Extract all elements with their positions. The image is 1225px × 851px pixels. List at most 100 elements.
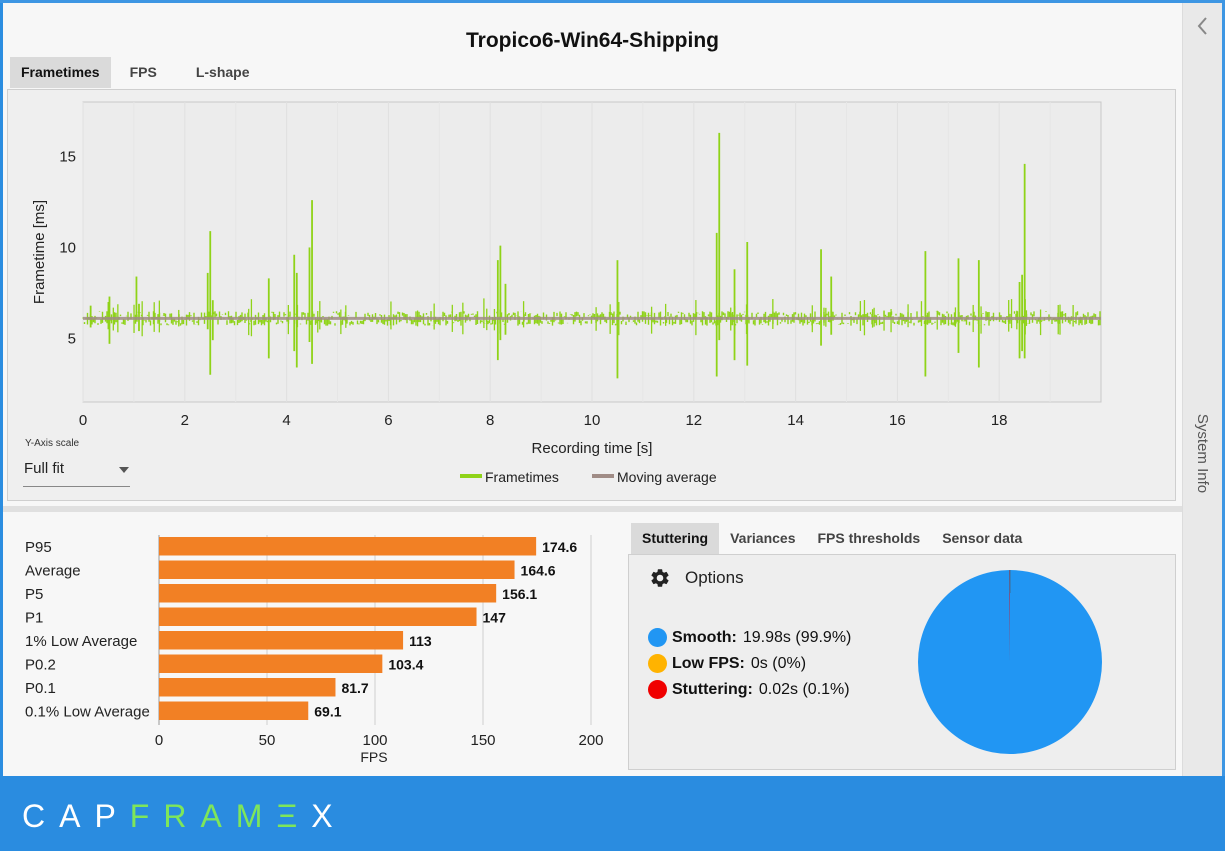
tab-frametimes[interactable]: Frametimes: [10, 57, 111, 88]
bar-category-label: P0.2: [25, 657, 56, 674]
stuttering-value: 0.02s (0.1%): [758, 680, 850, 698]
tab-l-shape[interactable]: L-shape: [195, 64, 250, 80]
frametimes-series: [89, 132, 1026, 379]
bar-category-label: 0.1% Low Average: [25, 704, 150, 721]
bar-x-tick-label: 50: [259, 732, 276, 749]
y-axis-scale-select[interactable]: Full fit: [23, 452, 130, 487]
bar: [159, 654, 383, 673]
system-info-tab[interactable]: System Info: [1183, 403, 1223, 503]
gear-icon: [651, 569, 669, 587]
x-tick-label: 12: [685, 412, 702, 429]
y-axis-scale-label: Y-Axis scale: [25, 438, 80, 449]
bar-x-ticks: 0 50 100 150 200: [155, 732, 604, 749]
section-divider: [3, 506, 1182, 512]
x-tick-label: 16: [889, 412, 906, 429]
y-tick-label: 15: [59, 149, 76, 166]
smooth-dot-icon: [648, 628, 667, 647]
low-fps-dot-icon: [648, 654, 667, 673]
tab-fps-thresholds[interactable]: FPS thresholds: [817, 530, 921, 546]
tab-variances[interactable]: Variances: [730, 530, 796, 546]
fps-bar-chart: P95 Average P5 P1 1% Low Average P0.2 P0.1 0.1%…: [25, 535, 604, 765]
x-tick-label: 8: [486, 412, 494, 429]
options-button[interactable]: Options: [649, 565, 744, 591]
legend-smooth: Smooth: 19.98s (99.9%): [648, 628, 851, 647]
main-content: Tropico6-Win64-Shipping Frametimes FPS L…: [3, 3, 1182, 776]
page-title: Tropico6-Win64-Shipping: [466, 29, 719, 52]
x-axis-label: Recording time [s]: [532, 440, 653, 457]
bar-value-label: 81.7: [341, 680, 368, 696]
legend-moving-average-label: Moving average: [617, 469, 717, 485]
smooth-value: 19.98s (99.9%): [742, 628, 852, 646]
legend-frametimes-swatch: [460, 474, 482, 478]
x-tick-label: 2: [181, 412, 189, 429]
bar-value-label: 147: [483, 610, 507, 626]
tab-sensor-data[interactable]: Sensor data: [942, 530, 1023, 546]
tab-fps[interactable]: FPS: [129, 64, 157, 80]
chevron-down-icon: [119, 467, 129, 473]
y-axis-scale-value: Full fit: [24, 460, 65, 477]
options-label: Options: [685, 568, 744, 587]
bar: [159, 631, 404, 650]
tab-stuttering[interactable]: Stuttering: [631, 523, 720, 554]
capframex-logo: CAPFRAMΞX: [22, 798, 347, 834]
stuttering-dot-icon: [648, 680, 667, 699]
bar-x-tick-label: 200: [578, 732, 603, 749]
bar-value-label: 113: [409, 633, 432, 649]
y-tick-label: 10: [59, 239, 76, 256]
x-axis-ticks: 0 2 4 6 8 10 12 14 16 18: [79, 412, 1008, 429]
x-tick-label: 14: [787, 412, 804, 429]
chevron-left-icon[interactable]: [1193, 11, 1213, 41]
system-info-panel[interactable]: System Info: [1182, 3, 1222, 776]
low-fps-label: Low FPS:: [672, 654, 745, 672]
stuttering-label: Stuttering:: [672, 680, 753, 698]
legend-low-fps: Low FPS: 0s (0%): [648, 654, 806, 673]
bar-series: [159, 537, 537, 720]
y-axis-label: Frametime [ms]: [31, 200, 48, 304]
frametime-chart: 0 2 4 6 8 10 12 14 16 18 5 10 15 Recording time [s]…: [31, 101, 1102, 485]
bar: [159, 701, 309, 720]
bar-category-label: P1: [25, 610, 43, 627]
frametime-chart-panel: 0 2 4 6 8 10 12 14 16 18 5 10 15 Recording time [s]…: [7, 89, 1176, 501]
bar-category-label: P5: [25, 586, 43, 603]
y-tick-label: 5: [68, 330, 76, 347]
bar-value-labels: 174.6 164.6 156.1 147 113 103.4 81.769.1: [314, 539, 577, 720]
x-tick-label: 0: [79, 412, 87, 429]
plot-gridlines: [82, 102, 1051, 402]
bar: [159, 560, 515, 579]
legend-stuttering: Stuttering: 0.02s (0.1%): [648, 680, 850, 699]
smooth-label: Smooth:: [672, 628, 737, 646]
bar-category-label: Average: [25, 563, 81, 580]
window-frame-right: [1222, 0, 1225, 776]
bar-category-label: 1% Low Average: [25, 633, 137, 650]
x-tick-label: 6: [384, 412, 392, 429]
x-tick-label: 18: [991, 412, 1008, 429]
bar-category-label: P95: [25, 539, 52, 556]
window-frame-top: [0, 0, 1225, 3]
y-axis-ticks: 5 10 15: [59, 149, 76, 348]
bar: [159, 607, 477, 626]
bar-value-label: 156.1: [502, 586, 537, 602]
bar-value-label: 174.6: [542, 539, 577, 555]
legend-frametimes-label: Frametimes: [485, 469, 559, 485]
footer-bar: CAPFRAMΞX: [0, 776, 1225, 851]
stuttering-panel: Options Smooth: 19.98s (99.9%) Low FPS: …: [628, 554, 1176, 770]
bar: [159, 537, 537, 556]
bar-value-label: 103.4: [388, 657, 423, 673]
bar: [159, 584, 497, 603]
bar-value-label: 69.1: [314, 704, 341, 720]
bar-x-axis-label: FPS: [360, 749, 387, 765]
low-fps-value: 0s (0%): [750, 654, 807, 672]
bar-x-tick-label: 0: [155, 732, 163, 749]
bar-x-tick-label: 150: [470, 732, 495, 749]
bar-category-label: P0.1: [25, 680, 56, 697]
bar-x-tick-label: 100: [362, 732, 387, 749]
bar: [159, 678, 336, 697]
x-tick-label: 10: [584, 412, 601, 429]
stats-tabs: Stuttering Variances FPS thresholds Sens…: [631, 523, 1033, 554]
bar-value-label: 164.6: [521, 563, 556, 579]
bar-category-labels: P95 Average P5 P1 1% Low Average P0.2 P0.1 0.1%…: [25, 539, 150, 721]
legend-moving-average-swatch: [592, 474, 614, 478]
system-info-label: System Info: [1194, 413, 1212, 493]
x-tick-label: 4: [282, 412, 290, 429]
